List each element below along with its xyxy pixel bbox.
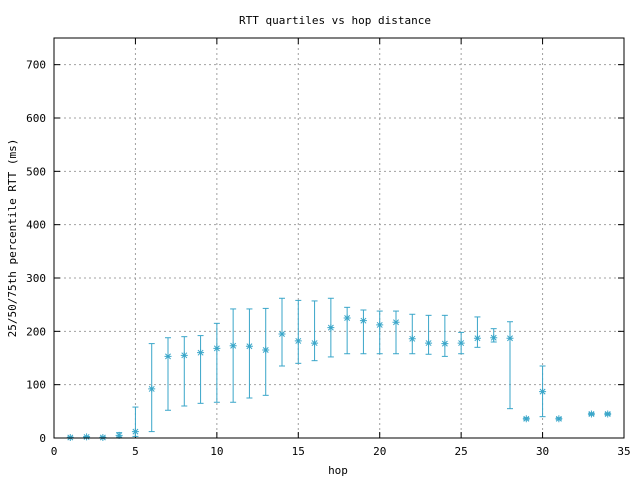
data-point-hop-16: [311, 300, 319, 362]
data-point-hop-4: [115, 431, 123, 439]
median-marker: [99, 433, 107, 441]
data-point-hop-6: [148, 343, 156, 433]
median-marker: [359, 317, 367, 325]
y-tick-label: 0: [39, 432, 46, 445]
median-marker: [278, 330, 286, 338]
median-marker: [555, 415, 563, 423]
y-tick-label: 500: [26, 165, 46, 178]
median-marker: [148, 385, 156, 393]
median-marker: [311, 339, 319, 347]
median-marker: [343, 314, 351, 322]
median-marker: [294, 337, 302, 345]
data-point-hop-33: [587, 410, 595, 418]
x-tick-label: 30: [536, 445, 549, 458]
y-tick-label: 400: [26, 219, 46, 232]
x-tick-label: 35: [617, 445, 630, 458]
median-marker: [376, 321, 384, 329]
data-point-hop-34: [604, 410, 612, 418]
median-marker: [441, 340, 449, 348]
y-axis-label: 25/50/75th percentile RTT (ms): [6, 139, 19, 338]
median-marker: [115, 431, 123, 439]
median-marker: [197, 349, 205, 357]
x-tick-label: 0: [51, 445, 58, 458]
median-marker: [506, 334, 514, 342]
data-point-hop-10: [213, 322, 221, 403]
data-point-hop-23: [425, 314, 433, 355]
median-marker: [473, 334, 481, 342]
x-tick-label: 5: [132, 445, 139, 458]
x-tick-label: 10: [210, 445, 223, 458]
grid-lines: [54, 38, 624, 438]
x-tick-label: 25: [455, 445, 468, 458]
data-point-hop-24: [441, 314, 449, 357]
median-marker: [522, 415, 530, 423]
y-tick-label: 300: [26, 272, 46, 285]
data-point-hop-8: [180, 336, 188, 407]
median-marker: [587, 410, 595, 418]
data-point-hop-15: [294, 299, 302, 364]
data-point-hop-20: [376, 310, 384, 355]
data-point-hop-29: [522, 415, 530, 423]
data-point-hop-11: [229, 308, 237, 403]
data-point-hop-21: [392, 310, 400, 355]
y-tick-label: 700: [26, 59, 46, 72]
median-marker: [262, 346, 270, 354]
plot-frame: [53, 37, 625, 439]
data-point-hop-30: [539, 365, 547, 418]
chart-title: RTT quartiles vs hop distance: [239, 14, 431, 27]
median-marker: [229, 342, 237, 350]
median-marker: [425, 339, 433, 347]
data-series: [66, 297, 612, 441]
data-point-hop-5: [131, 406, 139, 437]
y-tick-label: 100: [26, 379, 46, 392]
median-marker: [539, 388, 547, 396]
data-point-hop-3: [99, 433, 107, 441]
data-point-hop-22: [408, 313, 416, 355]
data-point-hop-17: [327, 297, 335, 358]
median-marker: [457, 339, 465, 347]
median-marker: [392, 318, 400, 326]
data-point-hop-28: [506, 321, 514, 410]
data-point-hop-13: [262, 307, 270, 396]
data-point-hop-9: [197, 335, 205, 404]
data-point-hop-27: [490, 328, 498, 343]
y-tick-label: 600: [26, 112, 46, 125]
data-point-hop-18: [343, 306, 351, 355]
median-marker: [408, 335, 416, 343]
data-point-hop-14: [278, 297, 286, 367]
median-marker: [83, 433, 91, 441]
x-tick-label: 20: [373, 445, 386, 458]
y-tick-label: 200: [26, 325, 46, 338]
data-point-hop-1: [66, 433, 74, 441]
data-point-hop-7: [164, 337, 172, 411]
data-point-hop-12: [245, 308, 253, 399]
median-marker: [490, 334, 498, 342]
median-marker: [164, 352, 172, 360]
median-marker: [66, 433, 74, 441]
median-marker: [180, 351, 188, 359]
data-point-hop-2: [83, 433, 91, 441]
data-point-hop-25: [457, 331, 465, 355]
x-axis-label: hop: [328, 464, 348, 477]
median-marker: [327, 324, 335, 332]
median-marker: [213, 344, 221, 352]
data-point-hop-19: [359, 309, 367, 355]
median-marker: [245, 342, 253, 350]
x-tick-label: 15: [292, 445, 305, 458]
median-marker: [604, 410, 612, 418]
data-point-hop-26: [473, 316, 481, 348]
data-point-hop-31: [555, 415, 563, 423]
median-marker: [131, 428, 139, 436]
